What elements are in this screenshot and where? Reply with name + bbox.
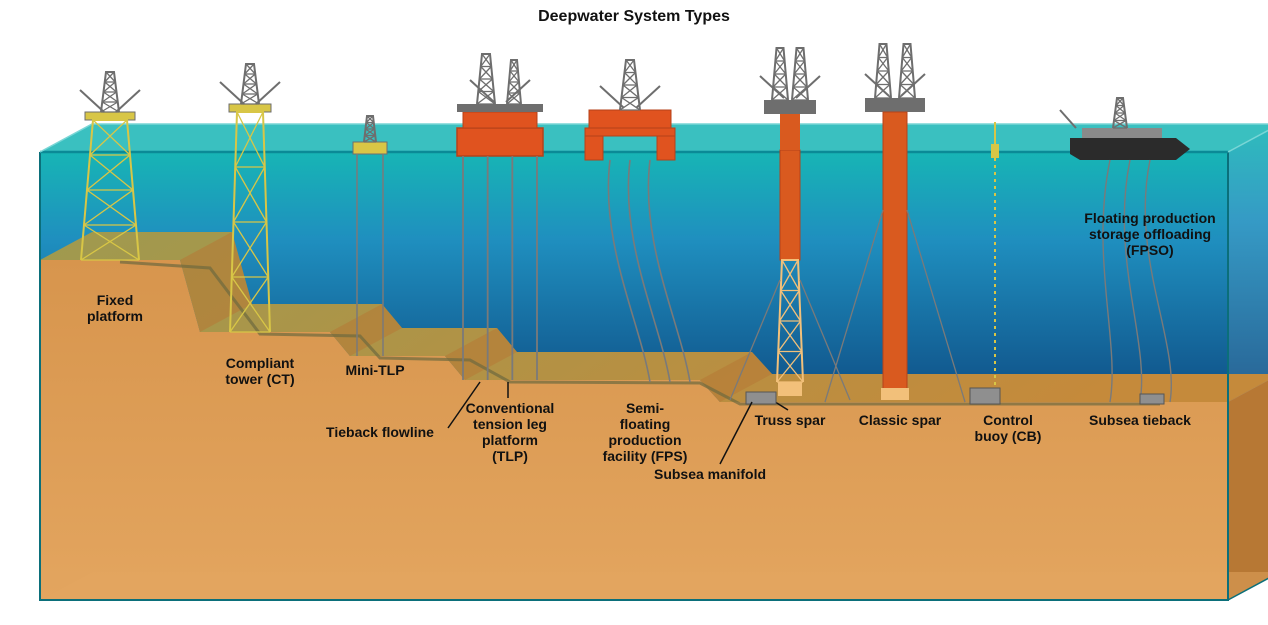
water-right-face	[1228, 124, 1268, 402]
fixed-platform-label: Fixed platform	[70, 292, 160, 324]
seabed-right-face	[1228, 374, 1268, 600]
subsea-control-box-box	[970, 388, 1000, 404]
diagram-svg	[0, 0, 1268, 625]
tieback-flowline-label: Tieback flowline	[300, 424, 460, 440]
fps-label: Semi- floating production facility (FPS)	[580, 400, 710, 464]
tlp-label: Conventional tension leg platform (TLP)	[445, 400, 575, 464]
control-buoy-label: Control buoy (CB)	[958, 412, 1058, 444]
truss-spar-label: Truss spar	[740, 412, 840, 428]
subsea-tieback-box	[1140, 394, 1164, 404]
subsea-manifold-box	[746, 392, 776, 404]
classic-spar-label: Classic spar	[845, 412, 955, 428]
fpso-label: Floating production storage offloading (…	[1055, 210, 1245, 258]
seabed-bottom	[40, 572, 1268, 600]
diagram-stage: Deepwater System Types Fixed platformCom…	[0, 0, 1268, 625]
subsea-manifold-label: Subsea manifold	[630, 466, 790, 482]
mini-tlp-label: Mini-TLP	[335, 362, 415, 378]
compliant-tower-label: Compliant tower (CT)	[205, 355, 315, 387]
subsea-tieback-label: Subsea tieback	[1070, 412, 1210, 428]
